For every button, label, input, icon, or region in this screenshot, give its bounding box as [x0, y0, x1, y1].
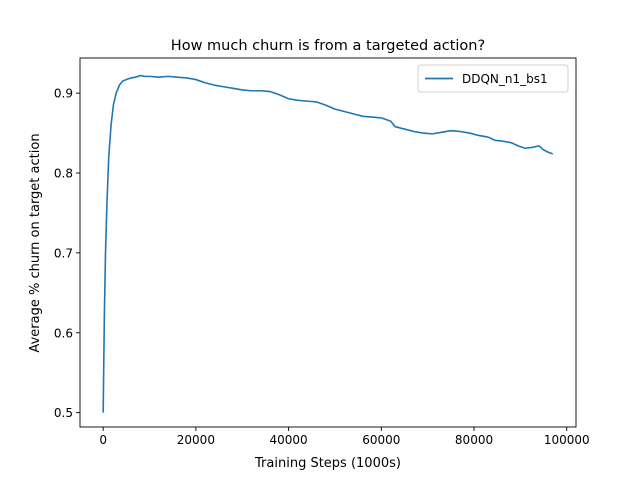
y-tick-label: 0.9 [54, 87, 73, 101]
legend-label: DDQN_n1_bs1 [462, 72, 548, 86]
x-tick-label: 80000 [455, 433, 493, 447]
legend-box [417, 64, 569, 93]
axes-frame [79, 57, 577, 428]
y-tick-label: 0.6 [54, 326, 73, 340]
y-tick-label: 0.7 [54, 246, 73, 260]
x-tick-label: 40000 [270, 433, 308, 447]
y-tick-label: 0.8 [54, 167, 73, 181]
x-axis-label: Training Steps (1000s) [254, 456, 401, 471]
y-axis-label: Average % churn on target action [28, 133, 43, 352]
legend: DDQN_n1_bs1 [417, 64, 569, 93]
x-tick-label: 100000 [544, 433, 590, 447]
y-tick-label: 0.5 [54, 406, 73, 420]
x-tick-label: 0 [99, 433, 107, 447]
axes: 0 20000 40000 60000 80000 100000 0.5 0.6 0.7 0.8 0… [54, 57, 590, 447]
x-tick-label: 20000 [177, 433, 215, 447]
chart-title: How much churn is from a targeted action… [171, 38, 485, 54]
series-line-ddqn-n1-bs1 [102, 74, 554, 413]
x-tick-label: 60000 [362, 433, 400, 447]
plot-area [102, 74, 554, 413]
